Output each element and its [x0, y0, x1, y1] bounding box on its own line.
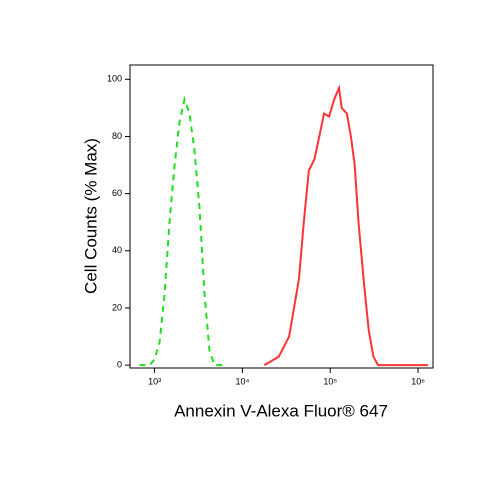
- x-axis-label: Annexin V-Alexa Fluor® 647: [174, 401, 388, 420]
- x-tick-label: 10⁵: [323, 376, 337, 386]
- y-axis-label: Cell Counts (% Max): [81, 138, 100, 294]
- series-line: [139, 95, 225, 367]
- y-tick-label: 40: [112, 245, 122, 255]
- x-tick-label: 10³: [148, 376, 161, 386]
- y-tick-label: 0: [117, 360, 122, 370]
- x-tick-label: 10⁶: [411, 376, 425, 386]
- plot-frame: [129, 64, 434, 369]
- y-tick-label: 20: [112, 302, 122, 312]
- series-line: [263, 84, 429, 367]
- y-tick-label: 60: [112, 188, 122, 198]
- y-tick-label: 80: [112, 131, 122, 141]
- x-tick-label: 10⁴: [235, 376, 249, 386]
- y-tick-label: 100: [107, 74, 122, 84]
